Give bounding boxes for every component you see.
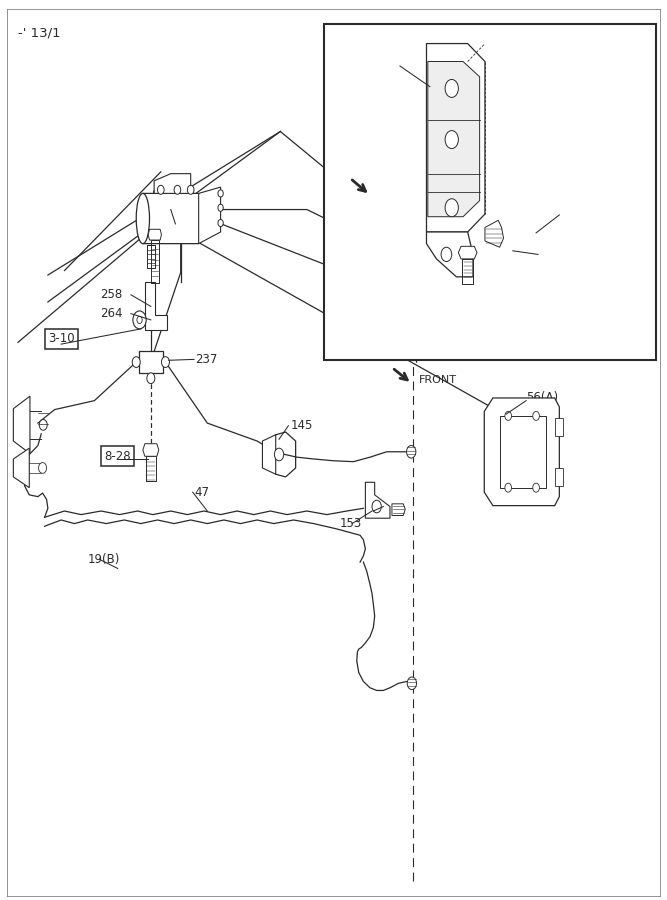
Polygon shape xyxy=(426,232,473,277)
Circle shape xyxy=(218,204,223,212)
Polygon shape xyxy=(199,187,221,244)
Text: 47: 47 xyxy=(194,486,209,499)
Circle shape xyxy=(39,419,47,430)
Circle shape xyxy=(445,79,458,97)
Polygon shape xyxy=(13,448,29,488)
Polygon shape xyxy=(13,396,30,454)
Polygon shape xyxy=(485,220,504,248)
Polygon shape xyxy=(428,61,480,217)
Circle shape xyxy=(147,373,155,383)
Circle shape xyxy=(505,411,512,420)
Polygon shape xyxy=(145,283,167,329)
Circle shape xyxy=(372,500,382,513)
Polygon shape xyxy=(139,351,163,373)
Circle shape xyxy=(505,483,512,492)
Circle shape xyxy=(132,356,140,367)
Bar xyxy=(500,416,546,488)
Circle shape xyxy=(161,356,169,367)
Polygon shape xyxy=(426,43,485,232)
Bar xyxy=(555,468,563,486)
Text: 19(B): 19(B) xyxy=(88,553,120,566)
Text: 256: 256 xyxy=(364,505,386,518)
Polygon shape xyxy=(484,398,560,506)
Text: 129(B): 129(B) xyxy=(538,248,578,261)
Bar xyxy=(555,418,563,436)
Circle shape xyxy=(157,185,164,194)
Polygon shape xyxy=(392,504,406,516)
Circle shape xyxy=(445,130,458,148)
Text: FRONT: FRONT xyxy=(418,375,456,385)
Text: 56(A): 56(A) xyxy=(526,392,558,404)
Polygon shape xyxy=(143,444,159,456)
Text: 258: 258 xyxy=(99,288,122,302)
Circle shape xyxy=(407,446,416,458)
Text: 3-10: 3-10 xyxy=(48,332,75,346)
Text: 3-30: 3-30 xyxy=(157,194,184,207)
Circle shape xyxy=(533,411,540,420)
Text: 3-10: 3-10 xyxy=(387,53,414,67)
Polygon shape xyxy=(458,247,477,259)
Circle shape xyxy=(533,483,540,492)
Text: 145: 145 xyxy=(290,419,313,432)
Polygon shape xyxy=(143,194,212,244)
Circle shape xyxy=(39,463,47,473)
Circle shape xyxy=(218,190,223,197)
Polygon shape xyxy=(366,482,390,518)
Text: -' 13/1: -' 13/1 xyxy=(18,26,61,40)
Polygon shape xyxy=(154,174,191,194)
Circle shape xyxy=(218,220,223,227)
Circle shape xyxy=(274,448,283,461)
Text: 264: 264 xyxy=(99,307,122,320)
Circle shape xyxy=(408,677,416,689)
Ellipse shape xyxy=(136,194,149,244)
Circle shape xyxy=(441,248,452,262)
Bar xyxy=(323,23,656,360)
Text: 153: 153 xyxy=(340,518,362,530)
Text: FRONT: FRONT xyxy=(338,198,376,208)
Circle shape xyxy=(445,199,458,217)
Text: 8-28: 8-28 xyxy=(104,450,131,463)
Polygon shape xyxy=(262,435,275,474)
Circle shape xyxy=(133,310,146,328)
Polygon shape xyxy=(148,230,161,240)
Text: 237: 237 xyxy=(195,353,217,366)
Text: 56(B): 56(B) xyxy=(561,206,593,219)
Circle shape xyxy=(137,316,142,323)
Circle shape xyxy=(187,185,194,194)
Circle shape xyxy=(174,185,181,194)
